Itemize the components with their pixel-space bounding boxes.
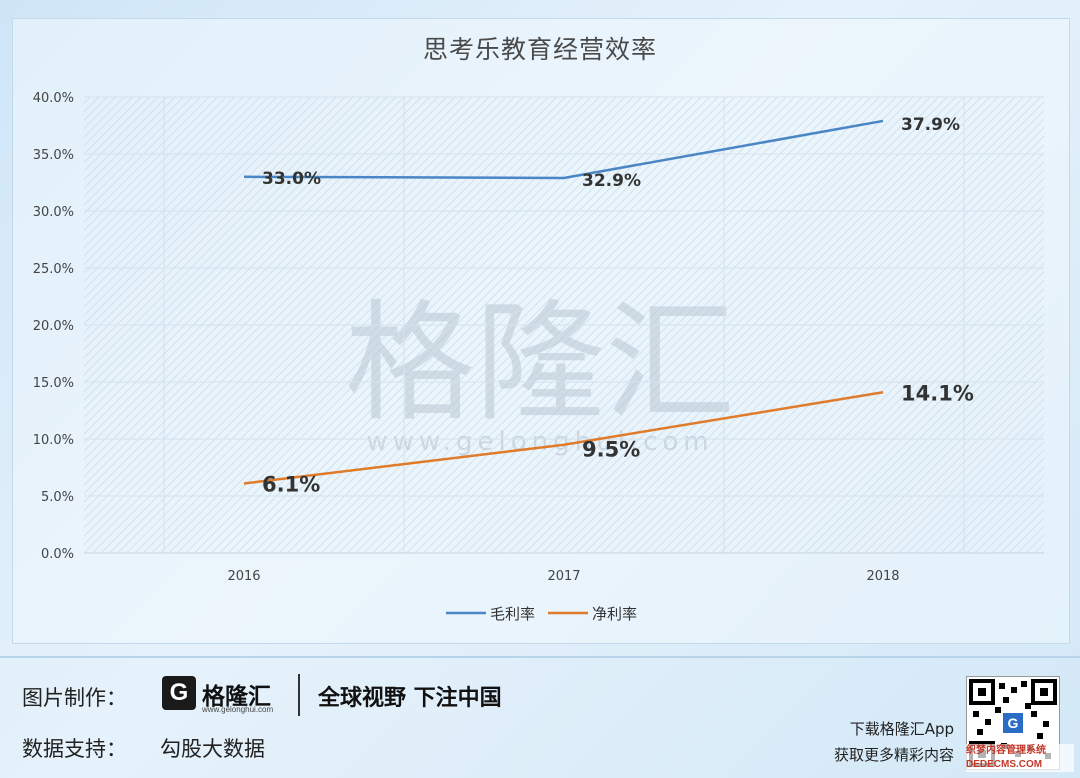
brand-logo: G 格隆汇 www.gelonghui.com [162, 676, 282, 716]
data-support-label: 数据支持： [22, 737, 127, 761]
watermark-text: 格隆汇 [345, 287, 735, 439]
brand-name: 格隆汇 [202, 684, 271, 710]
y-tick-label: 40.0% [33, 91, 74, 106]
download-app-text: 下载格隆汇App [849, 720, 954, 738]
more-content-text: 获取更多精彩内容 [833, 746, 954, 764]
data-label: 14.1% [901, 381, 974, 405]
y-tick-label: 35.0% [33, 148, 74, 163]
y-tick-label: 30.0% [33, 205, 74, 220]
credit-label: 图片制作： [22, 686, 127, 710]
legend-label: 毛利率 [490, 605, 535, 623]
chart-title: 思考乐教育经营效率 [422, 35, 657, 64]
legend-label: 净利率 [592, 605, 637, 623]
x-tick-label: 2016 [227, 569, 260, 584]
line-chart: 格隆汇 www.gelonghui.com 0.0% 5.0% 10.0% 15.0%… [33, 91, 1044, 623]
x-tick-label: 2018 [866, 569, 899, 584]
vertical-divider [298, 674, 300, 716]
watermark-url: www.gelonghui.com [366, 427, 713, 457]
y-tick-label: 15.0% [33, 376, 74, 391]
y-tick-label: 25.0% [33, 262, 74, 277]
data-label: 6.1% [262, 472, 320, 496]
qr-logo-icon: G [1003, 713, 1023, 733]
logo-g-icon: G [162, 676, 196, 710]
dedecms-watermark: 织梦内容管理系统 DEDECMS.COM [966, 744, 1074, 772]
y-tick-label: 5.0% [41, 490, 74, 505]
watermark: 格隆汇 www.gelonghui.com [345, 287, 735, 457]
data-label: 9.5% [582, 438, 640, 462]
data-label: 33.0% [262, 169, 321, 189]
data-label: 37.9% [901, 115, 960, 135]
data-source: 勾股大数据 [160, 737, 265, 761]
footer-divider [0, 656, 1080, 658]
brand-url: www.gelonghui.com [202, 705, 274, 714]
series-line-2 [243, 391, 884, 485]
y-tick-label: 10.0% [33, 433, 74, 448]
dedecms-line1: 织梦内容管理系统 [966, 745, 1046, 756]
slogan: 全球视野 下注中国 [318, 686, 502, 711]
y-tick-label: 20.0% [33, 319, 74, 334]
dedecms-line2: DEDECMS.COM [966, 759, 1043, 770]
series-line-1 [243, 119, 884, 180]
data-label: 32.9% [582, 171, 641, 191]
x-tick-label: 2017 [547, 569, 580, 584]
y-tick-label: 0.0% [41, 547, 74, 562]
